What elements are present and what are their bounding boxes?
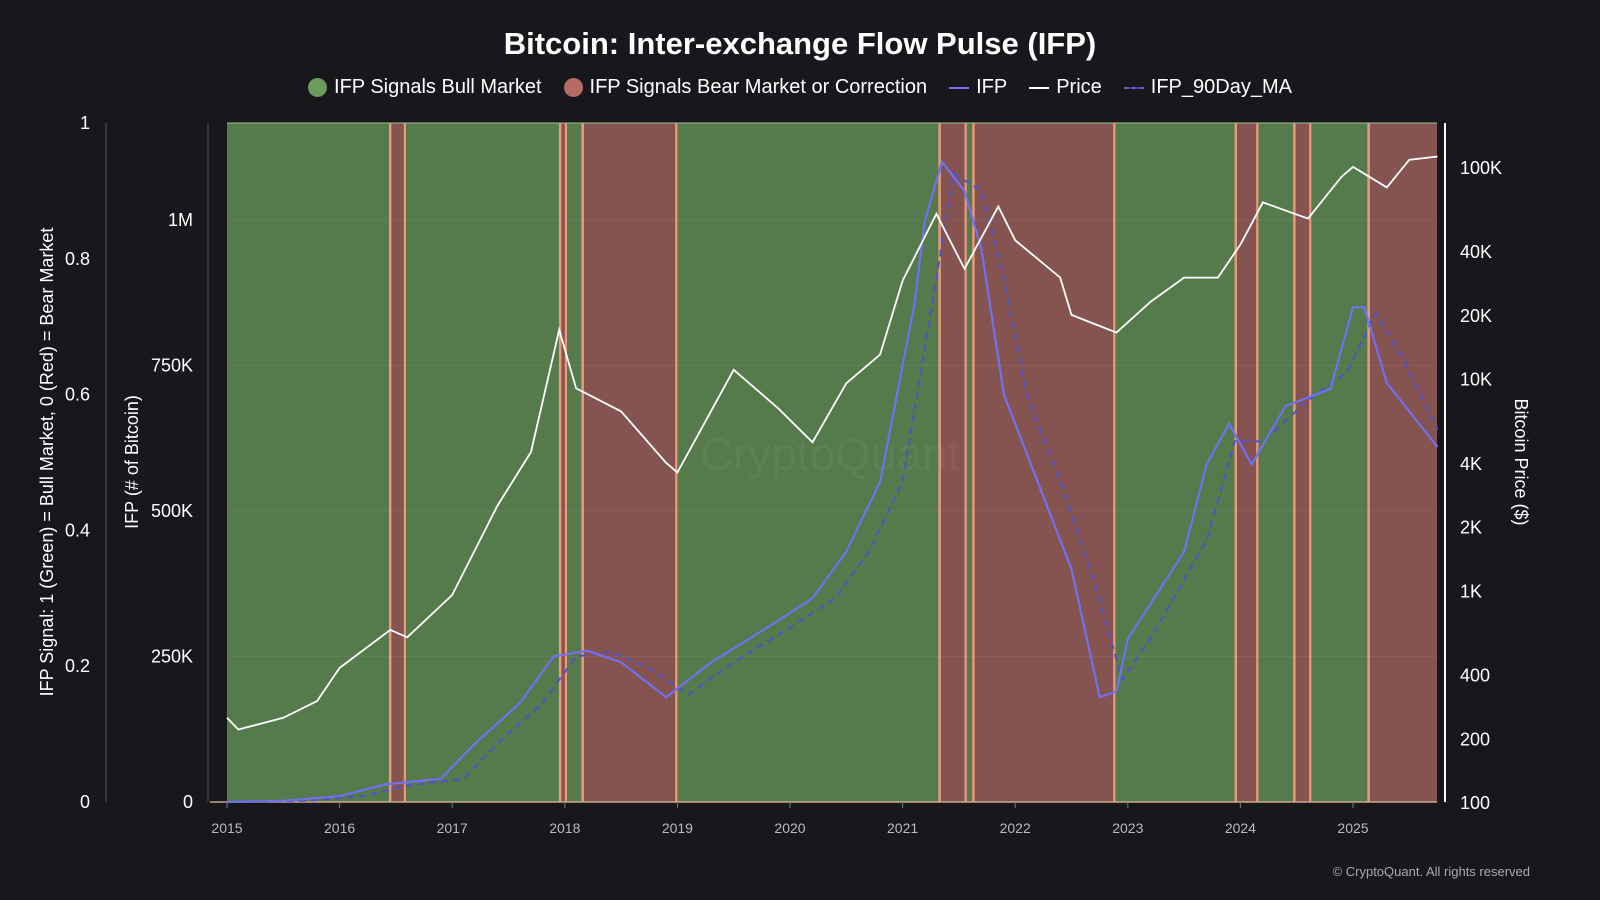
x-tick-label: 2024 (1225, 820, 1256, 836)
bear-period-band (1293, 123, 1312, 802)
signal-tick-label: 0 (80, 792, 90, 812)
price-tick-label: 200 (1460, 729, 1490, 749)
x-tick-label: 2019 (662, 820, 693, 836)
x-tick-label: 2015 (211, 820, 242, 836)
price-axis-title: Bitcoin Price ($) (1511, 398, 1531, 525)
price-tick-label: 100 (1460, 793, 1490, 813)
copyright: © CryptoQuant. All rights reserved (1332, 864, 1530, 879)
price-tick-label: 1K (1460, 581, 1482, 601)
legend-swatch (1123, 86, 1144, 89)
bear-period-band (581, 123, 678, 802)
x-tick-label: 2018 (549, 820, 580, 836)
legend-item-bull[interactable]: IFP Signals Bull Market (308, 76, 542, 99)
bear-period-band (389, 123, 407, 802)
x-tick-label: 2020 (774, 820, 805, 836)
bear-period-band (1367, 123, 1437, 802)
legend-item-ma[interactable]: IFP_90Day_MA (1123, 76, 1292, 99)
ifp-line (226, 159, 1439, 804)
price-tick-label: 20K (1460, 306, 1492, 326)
x-tick-label: 2017 (437, 820, 468, 836)
x-tick-label: 2022 (1000, 820, 1031, 836)
ifp-tick-label: 1M (168, 210, 193, 230)
ifp-90day-ma-line (226, 171, 1439, 803)
bull-period-band (966, 123, 973, 802)
ifp-axis-title: IFP (# of Bitcoin) (122, 395, 142, 529)
ifp-tick-label: 500K (151, 501, 193, 521)
price-tick-label: 400 (1460, 666, 1490, 686)
bear-period-band (972, 123, 1116, 802)
signal-tick-label: 1 (80, 113, 90, 133)
x-tick-label: 2021 (887, 820, 918, 836)
price-tick-label: 40K (1460, 242, 1492, 262)
bull-period-band (1258, 123, 1294, 802)
legend-item-ifp[interactable]: IFP (949, 76, 1007, 99)
price-tick-label: 100K (1460, 158, 1502, 178)
chart-title: Bitcoin: Inter-exchange Flow Pulse (IFP) (503, 26, 1097, 61)
legend-item-price[interactable]: Price (1029, 76, 1102, 99)
legend-swatch (949, 86, 970, 89)
price-tick-label: 2K (1460, 518, 1482, 538)
legend: IFP Signals Bull Market IFP Signals Bear… (0, 76, 1600, 99)
signal-tick-label: 0.6 (65, 385, 90, 405)
ifp-tick-label: 0 (183, 792, 193, 812)
bear-period-band (559, 123, 568, 802)
bear-period-band (938, 123, 967, 802)
legend-label: IFP (976, 76, 1008, 98)
bear-period-band (1234, 123, 1259, 802)
signal-axis-title: IFP Signal: 1 (Green) = Bull Market, 0 (… (37, 228, 57, 697)
legend-label: IFP Signals Bull Market (334, 76, 542, 98)
legend-item-bear[interactable]: IFP Signals Bear Market or Correction (563, 76, 928, 99)
legend-label: Price (1056, 76, 1102, 98)
ifp-tick-label: 250K (151, 647, 193, 667)
signal-tick-label: 0.4 (65, 520, 90, 540)
ifp-tick-label: 750K (151, 356, 193, 376)
x-tick-label: 2016 (324, 820, 355, 836)
x-tick-label: 2023 (1112, 820, 1143, 836)
price-line (226, 155, 1438, 731)
bull-period-band (1311, 123, 1368, 802)
x-tick-label: 2025 (1337, 820, 1368, 836)
bull-period-band (406, 123, 560, 802)
legend-label: IFP_90Day_MA (1150, 76, 1292, 98)
price-tick-label: 4K (1460, 454, 1482, 474)
legend-label: IFP Signals Bear Market or Correction (589, 76, 928, 98)
price-tick-label: 10K (1460, 370, 1492, 390)
watermark: CryptoQuant (700, 428, 961, 480)
legend-swatch (563, 78, 583, 97)
bull-period-band (567, 123, 582, 802)
legend-swatch (1029, 86, 1050, 89)
legend-swatch (308, 78, 328, 97)
bull-period-band (1115, 123, 1235, 802)
bull-period-band (227, 123, 390, 802)
bull-period-band (677, 123, 939, 802)
signal-tick-label: 0.2 (65, 656, 90, 676)
signal-tick-label: 0.8 (65, 249, 90, 269)
